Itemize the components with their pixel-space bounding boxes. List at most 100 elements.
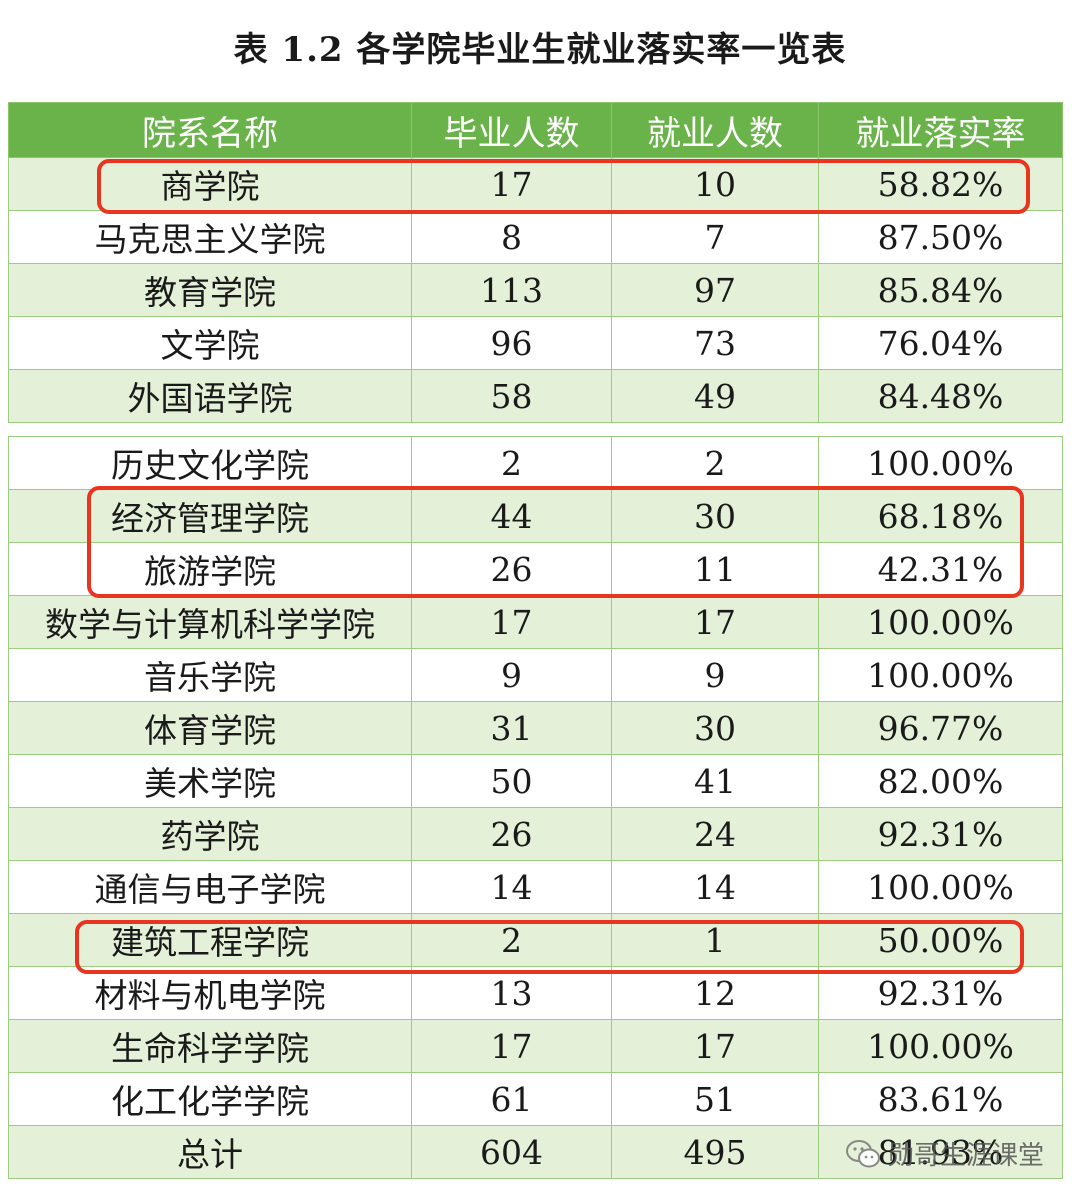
table-row: 建筑工程学院 2 1 50.00% [8, 913, 1063, 967]
college-name-cell: 旅游学院 [8, 542, 412, 596]
graduates-cell: 2 [411, 436, 612, 490]
watermark: 勋哥生涯课堂 [845, 1135, 1044, 1172]
table-row: 美术学院 50 41 82.00% [8, 754, 1063, 808]
college-name-cell: 化工化学学院 [8, 1072, 412, 1126]
table-row: 历史文化学院 2 2 100.00% [8, 436, 1063, 490]
table-row: 体育学院 31 30 96.77% [8, 701, 1063, 755]
college-name-cell: 通信与电子学院 [8, 860, 412, 914]
graduates-cell: 9 [411, 648, 612, 702]
rate-cell: 85.84% [818, 263, 1063, 317]
wechat-icon [845, 1139, 880, 1167]
employed-cell: 30 [611, 489, 819, 543]
rate-cell: 100.00% [818, 595, 1063, 649]
employed-cell: 9 [611, 648, 819, 702]
rate-cell: 81.93% [818, 1125, 1063, 1179]
college-name-cell: 经济管理学院 [8, 489, 412, 543]
employed-cell: 97 [611, 263, 819, 317]
college-name-cell: 商学院 [8, 157, 412, 211]
employed-cell: 24 [611, 807, 819, 861]
rate-cell: 82.00% [818, 754, 1063, 808]
college-name-cell: 材料与机电学院 [8, 966, 412, 1020]
employed-cell: 1 [611, 913, 819, 967]
table-row: 马克思主义学院 8 7 87.50% [8, 210, 1063, 264]
table-row: 化工化学学院 61 51 83.61% [8, 1072, 1063, 1126]
employed-cell: 41 [611, 754, 819, 808]
rate-cell: 83.61% [818, 1072, 1063, 1126]
employed-cell: 11 [611, 542, 819, 596]
employed-cell: 17 [611, 595, 819, 649]
table-row: 文学院 96 73 76.04% [8, 316, 1063, 370]
graduates-cell: 58 [411, 369, 612, 423]
rate-cell: 96.77% [818, 701, 1063, 755]
rate-cell: 42.31% [818, 542, 1063, 596]
table-row: 经济管理学院 44 30 68.18% [8, 489, 1063, 543]
employed-cell: 10 [611, 157, 819, 211]
college-name-cell: 药学院 [8, 807, 412, 861]
college-name-cell: 音乐学院 [8, 648, 412, 702]
rate-cell: 58.82% [818, 157, 1063, 211]
table-row: 通信与电子学院 14 14 100.00% [8, 860, 1063, 914]
rate-cell: 87.50% [818, 210, 1063, 264]
employed-cell: 51 [611, 1072, 819, 1126]
college-name-cell: 教育学院 [8, 263, 412, 317]
table-row: 总计 604 495 81.93% [8, 1125, 1063, 1179]
graduates-cell: 44 [411, 489, 612, 543]
employed-cell: 14 [611, 860, 819, 914]
employed-cell: 49 [611, 369, 819, 423]
graduates-cell: 61 [411, 1072, 612, 1126]
college-name-cell: 历史文化学院 [8, 436, 412, 490]
graduates-cell: 17 [411, 595, 612, 649]
rate-cell: 100.00% [818, 436, 1063, 490]
rate-cell: 100.00% [818, 648, 1063, 702]
graduates-cell: 毕业人数 [411, 102, 612, 158]
watermark-text: 勋哥生涯课堂 [887, 1141, 1044, 1171]
graduates-cell: 2 [411, 913, 612, 967]
rate-cell: 92.31% [818, 966, 1063, 1020]
rate-cell: 76.04% [818, 316, 1063, 370]
table-row: 音乐学院 9 9 100.00% [8, 648, 1063, 702]
graduates-cell: 14 [411, 860, 612, 914]
table-row: 教育学院 113 97 85.84% [8, 263, 1063, 317]
rate-cell: 100.00% [818, 1019, 1063, 1073]
table-row: 商学院 17 10 58.82% [8, 157, 1063, 211]
graduates-cell: 17 [411, 157, 612, 211]
employed-cell: 12 [611, 966, 819, 1020]
rate-cell: 50.00% [818, 913, 1063, 967]
employed-cell: 495 [611, 1125, 819, 1179]
rate-cell: 92.31% [818, 807, 1063, 861]
table-title: 表 1.2 各学院毕业生就业落实率一览表 [233, 30, 847, 70]
graduates-cell: 26 [411, 807, 612, 861]
table-row: 材料与机电学院 13 12 92.31% [8, 966, 1063, 1020]
rate-cell: 100.00% [818, 860, 1063, 914]
employed-cell: 17 [611, 1019, 819, 1073]
table-row: 外国语学院 58 49 84.48% [8, 369, 1063, 423]
employed-cell: 2 [611, 436, 819, 490]
rate-cell: 就业落实率 [818, 102, 1063, 158]
employed-cell: 30 [611, 701, 819, 755]
graduates-cell: 26 [411, 542, 612, 596]
graduates-cell: 13 [411, 966, 612, 1020]
college-name-cell: 外国语学院 [8, 369, 412, 423]
college-name-cell: 文学院 [8, 316, 412, 370]
college-name-cell: 数学与计算机科学学院 [8, 595, 412, 649]
employed-cell: 73 [611, 316, 819, 370]
college-name-cell: 体育学院 [8, 701, 412, 755]
graduates-cell: 96 [411, 316, 612, 370]
graduates-cell: 113 [411, 263, 612, 317]
graduates-cell: 8 [411, 210, 612, 264]
rate-cell: 68.18% [818, 489, 1063, 543]
table-row: 旅游学院 26 11 42.31% [8, 542, 1063, 596]
college-name-cell: 建筑工程学院 [8, 913, 412, 967]
graduates-cell: 17 [411, 1019, 612, 1073]
table-header-row: 院系名称 毕业人数 就业人数 就业落实率 [8, 102, 1063, 158]
rate-cell: 84.48% [818, 369, 1063, 423]
college-name-cell: 总计 [8, 1125, 412, 1179]
employed-cell: 就业人数 [611, 102, 819, 158]
graduates-cell: 31 [411, 701, 612, 755]
graduates-cell: 50 [411, 754, 612, 808]
graduates-cell: 604 [411, 1125, 612, 1179]
employment-table-part-1: 院系名称 毕业人数 就业人数 就业落实率 商学院 17 10 58.82% 马克思主义学院 8 7 8… [8, 102, 1063, 423]
table-row: 生命科学学院 17 17 100.00% [8, 1019, 1063, 1073]
employment-table-part-2: 历史文化学院 2 2 100.00% 经济管理学院 44 30 68.18% 旅游学院 26 11 4… [8, 436, 1063, 1179]
college-name-cell: 美术学院 [8, 754, 412, 808]
